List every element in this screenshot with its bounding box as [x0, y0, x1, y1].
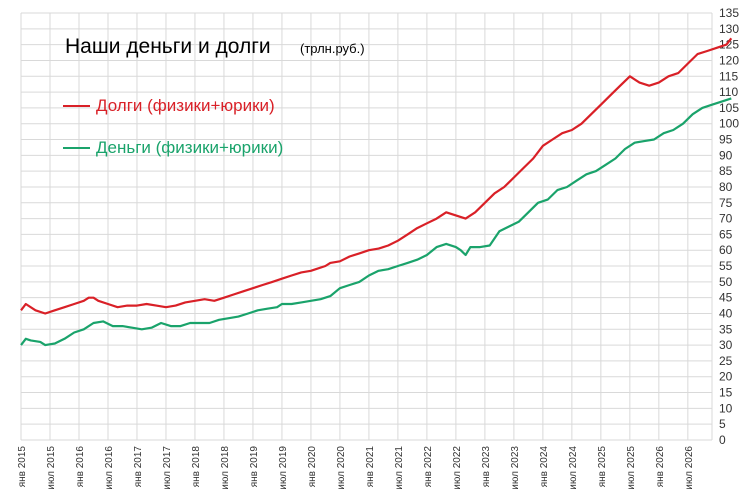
y-tick-label: 100: [719, 117, 739, 131]
series-line-0: [20, 37, 733, 315]
y-tick-label: 50: [719, 275, 733, 289]
x-tick-label: янв 2019: [249, 446, 260, 488]
x-tick-label: янв 2017: [133, 446, 144, 488]
x-tick-label: янв 2026: [655, 446, 666, 488]
x-tick-label: янв 2024: [539, 446, 550, 488]
y-tick-label: 130: [719, 22, 739, 36]
y-tick-label: 95: [719, 133, 733, 147]
x-tick-label: янв 2023: [481, 446, 492, 488]
y-tick-label: 125: [719, 38, 739, 52]
y-tick-label: 10: [719, 401, 733, 415]
x-tick-label: янв 2016: [75, 446, 86, 488]
y-tick-label: 75: [719, 196, 733, 210]
x-tick-label: янв 2025: [597, 446, 608, 488]
x-tick-label: июл 2016: [104, 446, 115, 490]
y-tick-label: 115: [719, 69, 738, 83]
y-tick-label: 20: [719, 370, 733, 384]
y-tick-label: 90: [719, 148, 733, 162]
x-axis-ticks: янв 2015 июл 2015 янв 2016 июл 2016 янв 2017…: [17, 446, 695, 490]
x-tick-label: янв 2018: [191, 446, 202, 488]
y-tick-label: 45: [719, 291, 733, 305]
series-lines: [20, 37, 733, 347]
y-tick-label: 35: [719, 322, 733, 336]
y-tick-label: 70: [719, 212, 733, 226]
x-tick-label: июл 2018: [220, 446, 231, 490]
x-tick-label: июл 2017: [162, 446, 173, 490]
y-tick-label: 30: [719, 338, 733, 352]
series-line-1: [20, 97, 732, 347]
legend-label-debts: Долги (физики+юрики): [96, 96, 275, 115]
y-tick-label: 55: [719, 259, 733, 273]
x-tick-label: янв 2020: [307, 446, 318, 488]
x-tick-label: июл 2015: [46, 446, 57, 490]
x-tick-label: янв 2022: [423, 446, 434, 488]
y-axis-ticks: 0510152025303540455055606570758085909510…: [719, 6, 739, 447]
y-tick-label: 65: [719, 227, 733, 241]
x-tick-label: июл 2025: [626, 446, 637, 490]
x-tick-label: июл 2021: [394, 446, 405, 490]
x-tick-label: июл 2023: [510, 446, 521, 490]
y-tick-label: 110: [719, 85, 738, 99]
x-tick-label: июл 2026: [684, 446, 695, 490]
y-tick-label: 120: [719, 53, 739, 67]
y-tick-label: 15: [719, 386, 733, 400]
y-tick-label: 0: [719, 433, 726, 447]
y-tick-label: 25: [719, 354, 733, 368]
x-tick-label: июл 2024: [568, 446, 579, 490]
x-tick-label: июл 2020: [336, 446, 347, 490]
chart-title-unit: (трлн.руб.): [300, 41, 365, 56]
legend-label-money: Деньги (физики+юрики): [96, 138, 283, 157]
y-tick-label: 105: [719, 101, 739, 115]
x-tick-label: янв 2015: [17, 446, 28, 488]
y-tick-label: 60: [719, 243, 733, 257]
y-tick-label: 85: [719, 164, 733, 178]
chart-title: Наши деньги и долги: [65, 35, 271, 58]
x-tick-label: янв 2021: [365, 446, 376, 488]
x-tick-label: июл 2019: [278, 446, 289, 490]
y-tick-label: 40: [719, 306, 733, 320]
y-tick-label: 80: [719, 180, 733, 194]
y-tick-label: 135: [719, 6, 739, 20]
y-tick-label: 5: [719, 417, 726, 431]
legend: Долги (физики+юрики) Деньги (физики+юрик…: [63, 96, 283, 157]
x-tick-label: июл 2022: [452, 446, 463, 490]
gridlines: [20, 12, 713, 441]
